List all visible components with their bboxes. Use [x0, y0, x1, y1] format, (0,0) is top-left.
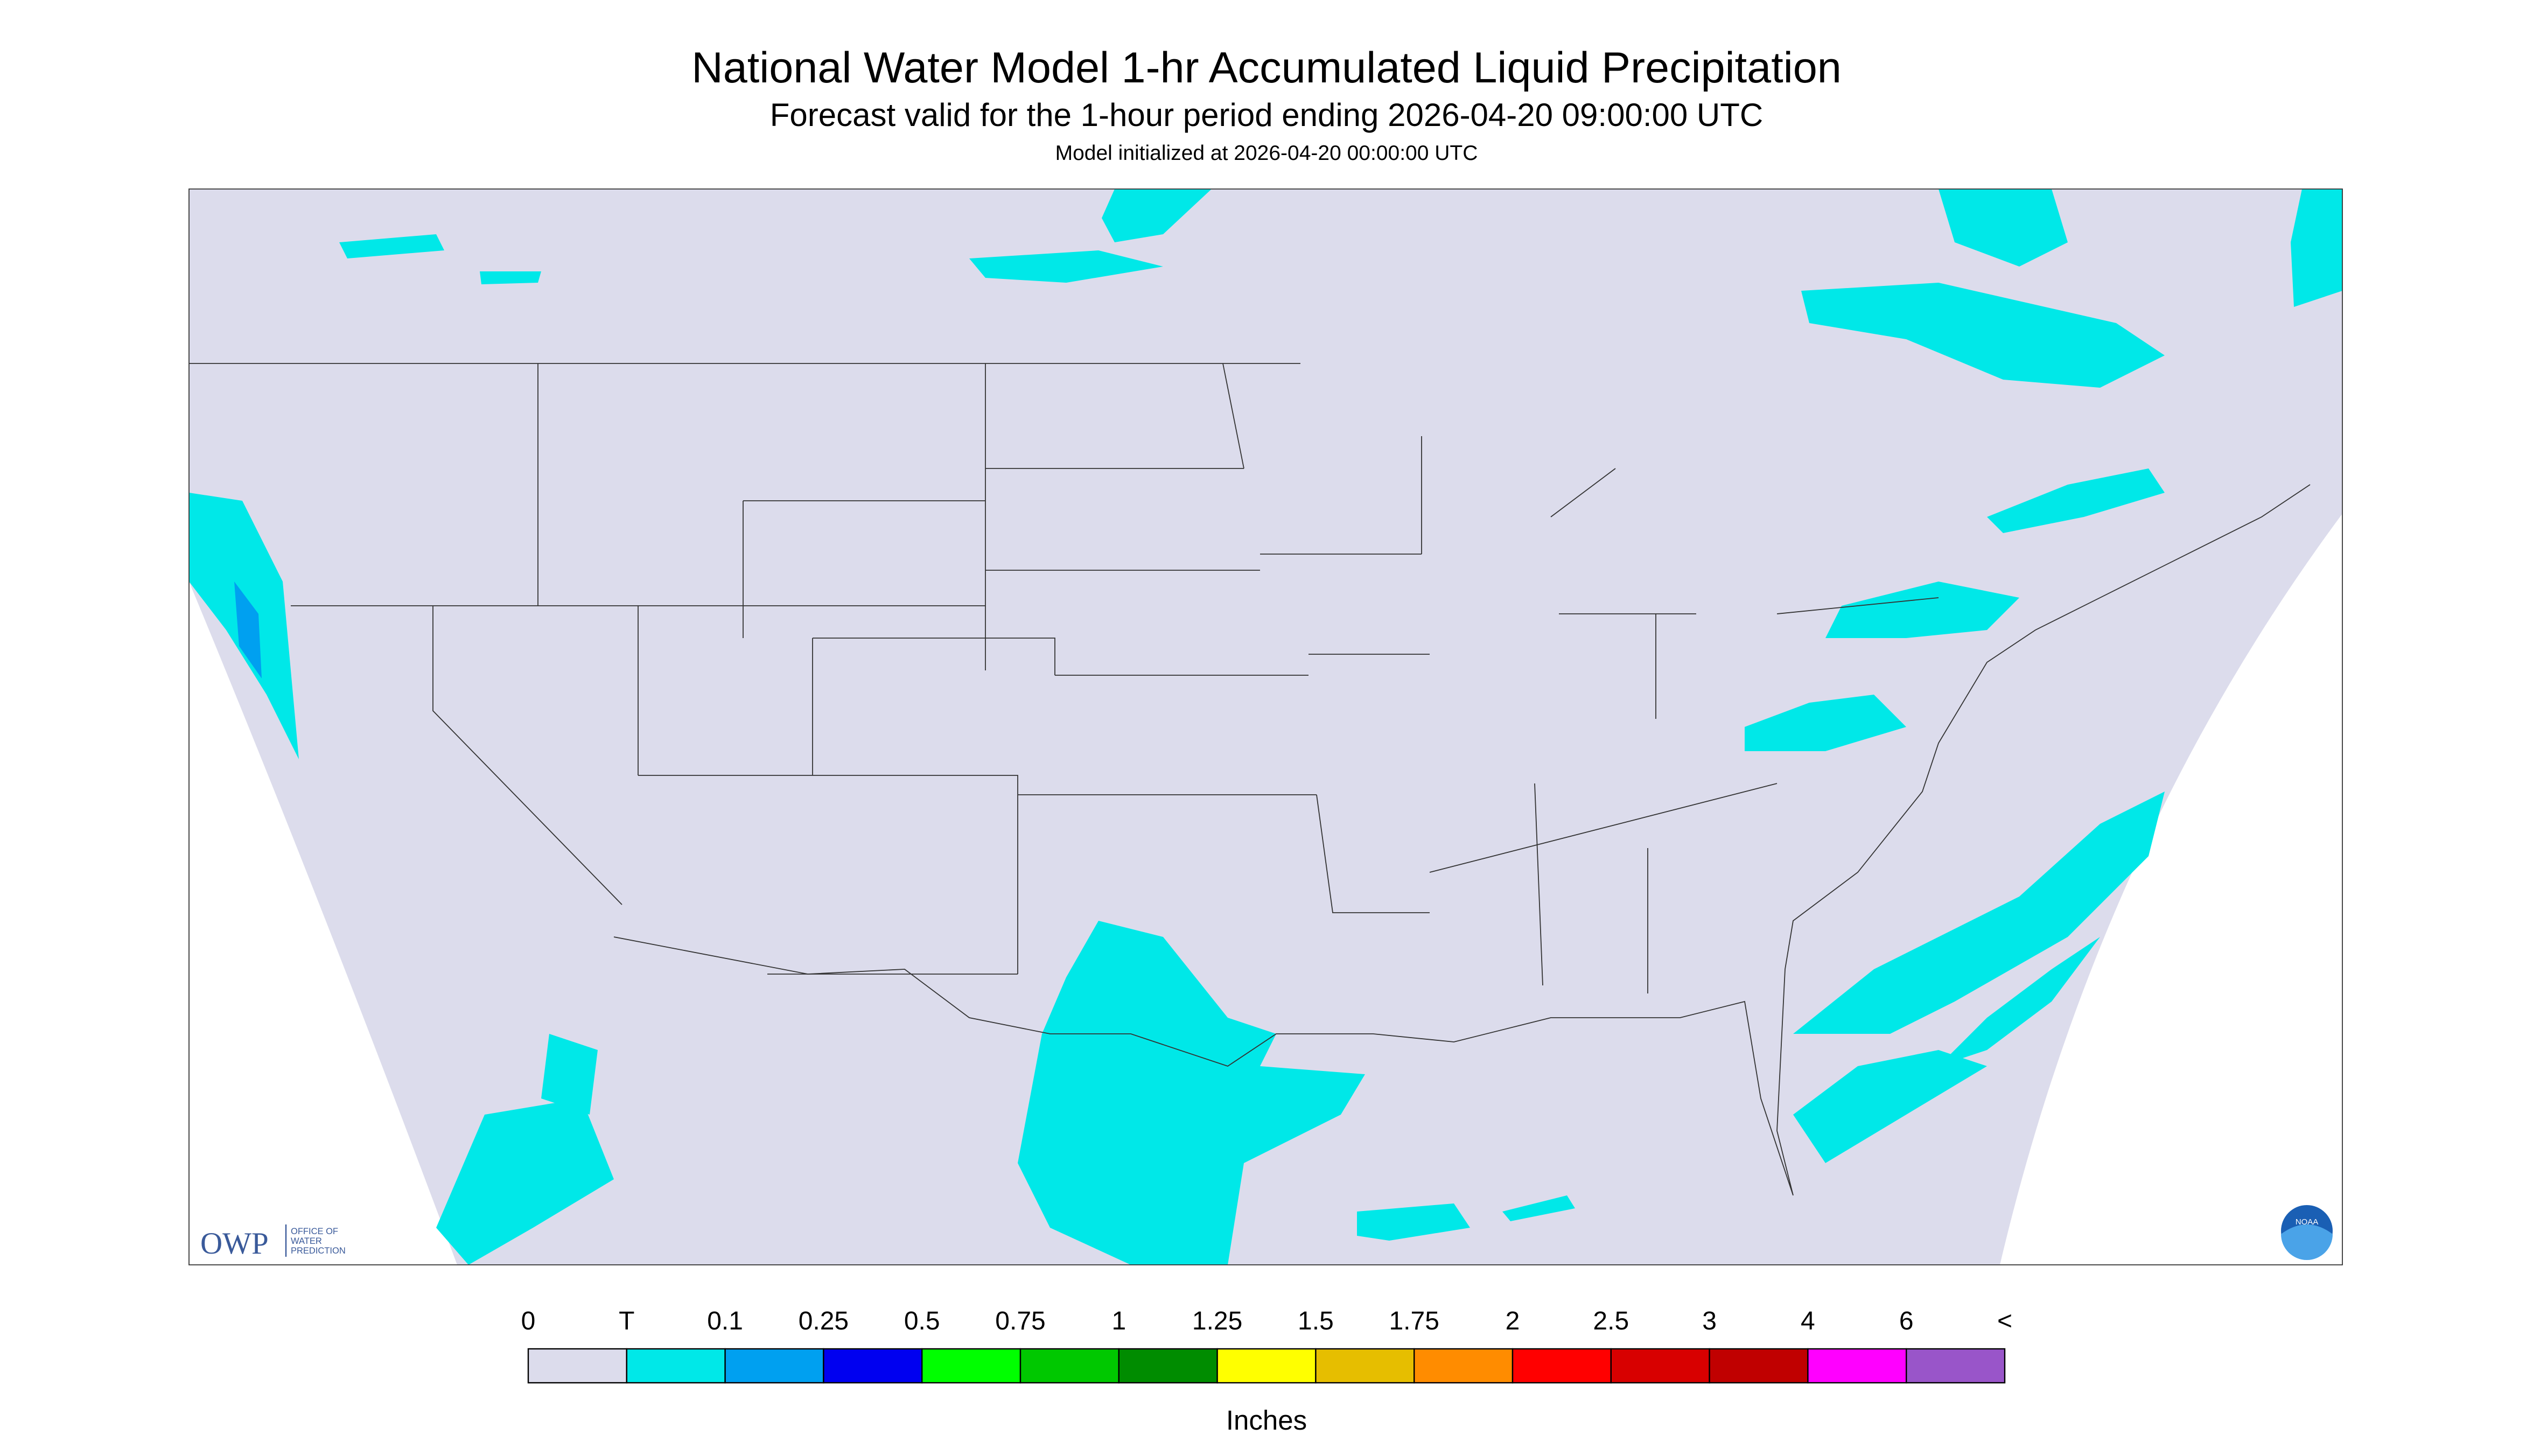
legend-label: <: [1997, 1307, 2012, 1335]
legend-swatch: [724, 1348, 824, 1384]
owp-logo-text: OWP: [200, 1227, 269, 1261]
legend-swatch: [823, 1348, 923, 1384]
legend-swatch: [1315, 1348, 1415, 1384]
legend-label: 1.75: [1389, 1307, 1439, 1335]
init-time: Model initialized at 2026-04-20 00:00:00…: [1055, 142, 1478, 165]
legend-label: 1: [1111, 1307, 1126, 1335]
legend-label: 3: [1702, 1307, 1717, 1335]
legend-label: 1.25: [1192, 1307, 1242, 1335]
legend-label: 0.25: [799, 1307, 849, 1335]
legend-label: T: [619, 1307, 634, 1335]
legend-swatch: [1905, 1348, 2006, 1384]
legend-swatch: [1709, 1348, 1809, 1384]
title: National Water Model 1-hr Accumulated Li…: [691, 44, 1842, 92]
legend-label: 0: [521, 1307, 536, 1335]
owp-name: WATER: [291, 1236, 322, 1246]
legend-swatch: [1512, 1348, 1612, 1384]
legend-swatch: [1807, 1348, 1907, 1384]
legend-units: Inches: [1226, 1405, 1307, 1436]
legend-swatch: [527, 1348, 628, 1384]
legend-swatch: [626, 1348, 726, 1384]
legend-label: 1.5: [1298, 1307, 1334, 1335]
noaa-logo: NOAA: [2281, 1205, 2333, 1261]
legend-swatch: [921, 1348, 1021, 1384]
owp-logo: OWP OFFICE OF WATER PREDICTION: [200, 1224, 346, 1261]
legend-label: 6: [1899, 1307, 1914, 1335]
map: [188, 188, 2343, 1265]
legend-label: 0.5: [904, 1307, 940, 1335]
owp-name: OFFICE OF: [291, 1227, 338, 1236]
legend-label: 2: [1506, 1307, 1520, 1335]
legend-swatch: [1414, 1348, 1514, 1384]
owp-name: PREDICTION: [291, 1246, 346, 1256]
legend-swatch: [1019, 1348, 1120, 1384]
legend-swatch: [1118, 1348, 1218, 1384]
legend-swatch: [1216, 1348, 1317, 1384]
legend-label: 2.5: [1593, 1307, 1629, 1335]
legend-label: 4: [1801, 1307, 1815, 1335]
legend-swatch: [1610, 1348, 1710, 1384]
subtitle: Forecast valid for the 1-hour period end…: [770, 97, 1763, 133]
legend-label: 0.1: [707, 1307, 743, 1335]
legend-label: 0.75: [995, 1307, 1045, 1335]
legend: 0 T 0.1 0.25 0.5 0.75 1 1.25 1.5 1.75 2 2.5 3 4 6 <: [521, 1307, 2012, 1384]
noaa-logo-text: NOAA: [2296, 1217, 2319, 1227]
